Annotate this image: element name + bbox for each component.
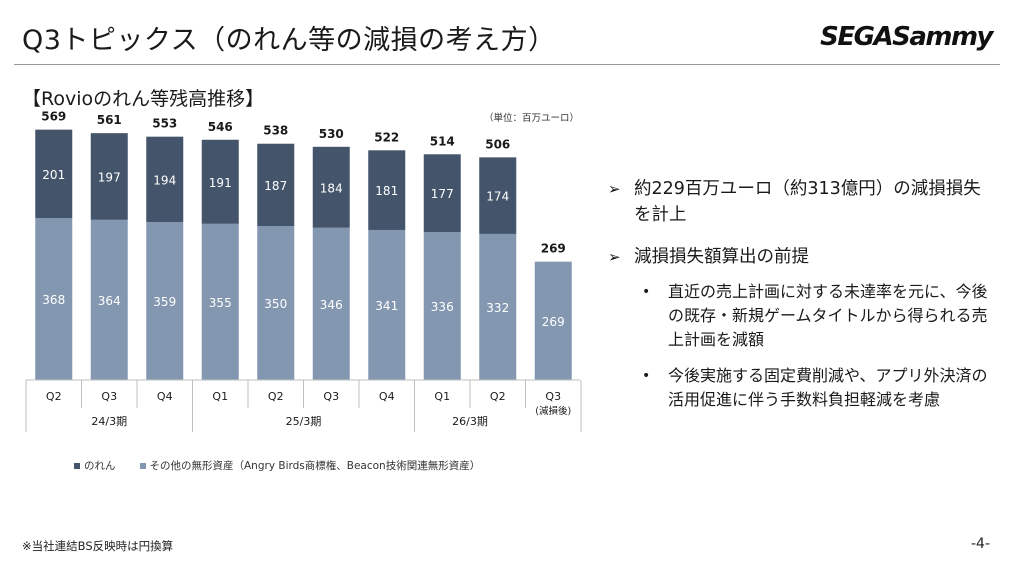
x-group-label: 26/3期 bbox=[452, 415, 488, 428]
footnote: ※当社連結BS反映時は円換算 bbox=[22, 539, 174, 553]
dot-bullet-icon: • bbox=[642, 284, 651, 300]
total-label: 506 bbox=[485, 137, 510, 151]
legend-item-goodwill: のれん bbox=[74, 458, 116, 473]
data-label-goodwill: 194 bbox=[153, 173, 176, 187]
legend-swatch-goodwill bbox=[74, 462, 80, 469]
arrow-bullet-icon: ➢ bbox=[608, 180, 621, 198]
page-number: -4- bbox=[970, 536, 990, 552]
note-sub-text: 直近の売上計画に対する未達率を元に、今後の既存・新規ゲームタイトルから得られる売… bbox=[668, 282, 988, 349]
bar-other-intangibles bbox=[146, 222, 184, 380]
bar-goodwill bbox=[146, 136, 184, 223]
x-tick-label: Q2 bbox=[46, 390, 62, 403]
bar-other-intangibles bbox=[35, 218, 73, 380]
data-label-goodwill: 197 bbox=[98, 171, 121, 185]
sega-sammy-logo: SEGASammy bbox=[820, 22, 993, 52]
arrow-bullet-icon: ➢ bbox=[608, 248, 621, 266]
total-label: 269 bbox=[541, 242, 566, 256]
x-group-label: 25/3期 bbox=[286, 415, 322, 428]
title-divider bbox=[14, 64, 1000, 65]
bar-goodwill bbox=[312, 146, 350, 228]
legend-item-other-intangibles: その他の無形資産（Angry Birds商標権、Beacon技術関連無形資産） bbox=[139, 458, 481, 473]
note-text: 約229百万ユーロ（約313億円）の減損損失を計上 bbox=[634, 179, 981, 225]
total-label: 561 bbox=[97, 113, 122, 127]
note-text: 減損損失額算出の前提 bbox=[634, 247, 809, 267]
x-tick-label: Q3 bbox=[323, 390, 339, 403]
note-sub-text: 今後実施する固定費削減や、アプリ外決済の活用促進に伴う手数料負担軽減を考慮 bbox=[668, 366, 988, 409]
bar-other-intangibles bbox=[90, 219, 128, 380]
bar-other-intangibles bbox=[257, 226, 295, 380]
impairment-notes: ➢ 約229百万ユーロ（約313億円）の減損損失を計上 ➢ 減損損失額算出の前提… bbox=[606, 176, 996, 424]
data-label-goodwill: 181 bbox=[375, 184, 398, 198]
bar-other-intangibles bbox=[423, 232, 461, 380]
data-label-other-intangibles: 355 bbox=[209, 296, 232, 310]
data-label-goodwill: 191 bbox=[209, 176, 232, 190]
unit-note: （単位：百万ユーロ） bbox=[484, 113, 580, 124]
data-label-other-intangibles: 336 bbox=[431, 300, 454, 314]
x-tick-label: Q1 bbox=[212, 390, 228, 403]
data-label-goodwill: 184 bbox=[320, 181, 343, 195]
total-label: 553 bbox=[152, 117, 177, 131]
dot-bullet-icon: • bbox=[642, 368, 651, 384]
note-bullet: ➢ 減損損失額算出の前提 bbox=[606, 244, 996, 270]
x-tick-label: Q3 bbox=[101, 390, 117, 403]
data-label-other-intangibles: 364 bbox=[98, 294, 121, 308]
data-label-other-intangibles: 368 bbox=[42, 293, 65, 307]
data-label-goodwill: 177 bbox=[431, 187, 454, 201]
bar-goodwill bbox=[257, 143, 295, 226]
x-tick-label: Q3 bbox=[545, 390, 561, 403]
data-label-other-intangibles: 341 bbox=[375, 299, 398, 313]
bar-goodwill bbox=[90, 133, 128, 220]
bar-goodwill bbox=[479, 157, 517, 234]
data-label-other-intangibles: 269 bbox=[542, 315, 565, 329]
bar-goodwill bbox=[368, 150, 406, 230]
chart-section-title: 【Rovioのれん等残高推移】 bbox=[22, 88, 265, 110]
x-tick-note: (減損後) bbox=[535, 405, 571, 417]
total-label: 522 bbox=[374, 130, 399, 144]
bar-other-intangibles bbox=[312, 227, 350, 380]
chart-legend: のれん その他の無形資産（Angry Birds商標権、Beacon技術関連無形… bbox=[74, 458, 480, 473]
data-label-other-intangibles: 359 bbox=[153, 295, 176, 309]
data-label-goodwill: 187 bbox=[264, 179, 287, 193]
bar-goodwill bbox=[35, 129, 73, 219]
legend-label-other-intangibles: その他の無形資産（Angry Birds商標権、Beacon技術関連無形資産） bbox=[149, 460, 481, 472]
data-label-other-intangibles: 346 bbox=[320, 298, 343, 312]
bar-other-intangibles bbox=[201, 223, 239, 380]
legend-swatch-other-intangibles bbox=[139, 462, 146, 469]
total-label: 538 bbox=[263, 124, 288, 138]
x-tick-label: Q1 bbox=[434, 390, 450, 403]
note-sub-bullet: • 今後実施する固定費削減や、アプリ外決済の活用促進に伴う手数料負担軽減を考慮 bbox=[606, 364, 996, 412]
bar-goodwill bbox=[201, 139, 239, 224]
goodwill-balance-chart: 368 201 569 Q2 364 197 561 Q3 359 194 553 Q4 355 191 5… bbox=[25, 110, 582, 432]
total-label: 546 bbox=[208, 120, 233, 134]
data-label-other-intangibles: 332 bbox=[486, 301, 509, 315]
data-label-goodwill: 174 bbox=[486, 190, 509, 204]
data-label-other-intangibles: 350 bbox=[264, 297, 287, 311]
bar-other-intangibles bbox=[368, 229, 406, 380]
x-tick-label: Q4 bbox=[157, 390, 173, 403]
total-label: 530 bbox=[319, 127, 344, 141]
bar-other-intangibles bbox=[479, 233, 517, 380]
legend-label-goodwill: のれん bbox=[84, 460, 116, 472]
data-label-goodwill: 201 bbox=[42, 168, 65, 182]
page-title: Q3トピックス（のれん等の減損の考え方） bbox=[22, 25, 556, 56]
note-sub-bullet: • 直近の売上計画に対する未達率を元に、今後の既存・新規ゲームタイトルから得られ… bbox=[606, 280, 996, 352]
x-tick-label: Q2 bbox=[490, 390, 506, 403]
x-group-label: 24/3期 bbox=[91, 415, 127, 428]
x-tick-label: Q2 bbox=[268, 390, 284, 403]
total-label: 514 bbox=[430, 134, 455, 148]
bar-goodwill bbox=[423, 154, 461, 233]
total-label: 569 bbox=[41, 110, 66, 124]
note-bullet: ➢ 約229百万ユーロ（約313億円）の減損損失を計上 bbox=[606, 176, 996, 228]
x-tick-label: Q4 bbox=[379, 390, 395, 403]
bar-other-intangibles bbox=[534, 261, 572, 380]
